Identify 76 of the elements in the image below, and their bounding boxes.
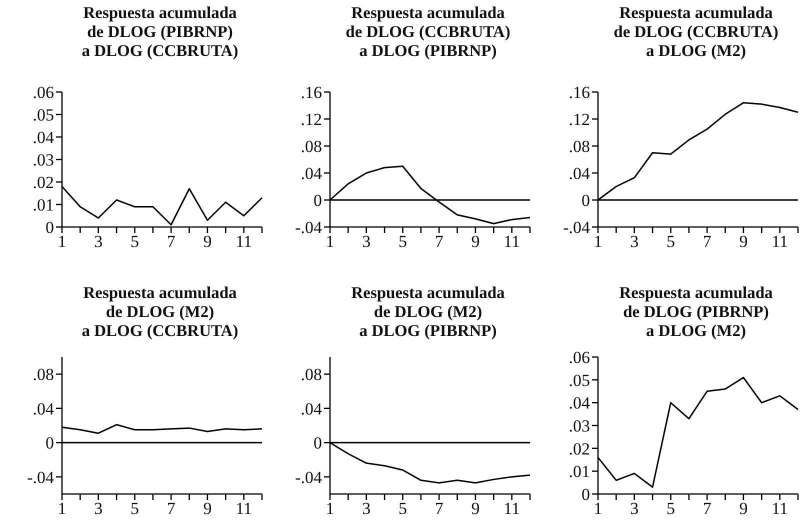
chart-title: Respuesta acumulada de DLOG (CCBRUTA) a DLOG (PIBRNP)	[346, 3, 510, 60]
y-tick-label: .05	[32, 105, 54, 124]
x-tick-label: 11	[504, 232, 520, 251]
y-tick-label: .01	[568, 462, 590, 482]
x-tick-label: 5	[130, 499, 139, 518]
y-tick-label: -.04	[27, 468, 54, 487]
y-tick-label: 0	[314, 434, 322, 453]
y-tick-label: .03	[32, 150, 54, 170]
y-tick-label: .04	[300, 164, 322, 183]
y-tick-label: .16	[300, 82, 322, 102]
x-tick-label: 7	[702, 232, 712, 251]
y-tick-label: .04	[568, 164, 590, 183]
y-tick-label: .02	[32, 172, 54, 192]
y-tick-label: .08	[568, 136, 590, 156]
x-tick-label: 9	[471, 499, 480, 518]
x-tick-label: 3	[362, 232, 371, 251]
y-tick-label: .06	[568, 348, 590, 367]
y-tick-label: -.04	[295, 468, 322, 487]
y-tick-label: .04	[300, 399, 322, 418]
y-tick-label: 0	[582, 484, 590, 504]
x-tick-label: 11	[236, 232, 252, 251]
y-tick-label: 0	[314, 190, 322, 210]
x-tick-label: 9	[471, 232, 480, 251]
x-tick-label: 1	[58, 499, 66, 518]
x-tick-label: 3	[362, 499, 371, 518]
x-tick-label: 5	[398, 499, 407, 518]
x-tick-label: 5	[666, 499, 675, 518]
x-tick-label: 1	[326, 499, 334, 518]
y-tick-label: 0	[46, 434, 54, 453]
y-tick-label: .06	[32, 82, 54, 102]
x-tick-label: 9	[203, 232, 212, 251]
x-tick-label: 11	[236, 499, 252, 518]
x-tick-label: 9	[203, 499, 212, 518]
x-tick-label: 11	[504, 499, 520, 518]
chart-title: Respuesta acumulada de DLOG (M2) a DLOG (CCBRUTA)	[82, 283, 238, 340]
y-tick-label: .04	[32, 399, 54, 418]
x-tick-label: 3	[94, 232, 103, 251]
chart-title: Respuesta acumulada de DLOG (CCBRUTA) a DLOG (M2)	[614, 3, 778, 60]
y-tick-label: .01	[32, 195, 54, 214]
x-tick-label: 1	[594, 499, 602, 518]
x-tick-label: 1	[594, 232, 602, 251]
x-tick-label: 11	[772, 232, 788, 251]
x-tick-label: 7	[166, 232, 176, 251]
y-tick-label: .16	[568, 82, 590, 102]
x-tick-label: 3	[94, 499, 103, 518]
x-tick-label: 1	[326, 232, 334, 251]
x-tick-label: 7	[434, 499, 444, 518]
y-tick-label: .12	[568, 110, 590, 129]
x-tick-label: 3	[630, 499, 639, 518]
x-tick-label: 7	[166, 499, 176, 518]
y-tick-label: .12	[300, 110, 322, 129]
x-tick-label: 9	[739, 499, 748, 518]
chart-title: Respuesta acumulada de DLOG (PIBRNP) a DLOG (CCBRUTA)	[82, 3, 238, 60]
x-tick-label: 5	[130, 232, 139, 251]
x-tick-label: 7	[702, 499, 712, 518]
y-tick-label: .08	[300, 136, 322, 156]
x-tick-label: 5	[666, 232, 675, 251]
x-tick-label: 1	[58, 232, 66, 251]
y-tick-label: 0	[582, 190, 590, 210]
y-tick-label: .04	[32, 128, 54, 147]
x-tick-label: 9	[739, 232, 748, 251]
y-tick-label: .02	[568, 439, 590, 458]
y-tick-label: .04	[568, 394, 590, 413]
y-tick-label: .03	[568, 416, 590, 436]
y-tick-label: .08	[32, 365, 54, 384]
y-tick-label: -.04	[295, 218, 322, 237]
chart-title: Respuesta acumulada de DLOG (PIBRNP) a DLOG (M2)	[619, 283, 773, 340]
x-tick-label: 5	[398, 232, 407, 251]
y-tick-label: .05	[568, 370, 590, 390]
y-tick-label: 0	[46, 218, 54, 237]
x-tick-label: 7	[434, 232, 444, 251]
x-tick-label: 3	[630, 232, 639, 251]
y-tick-label: .08	[300, 365, 322, 384]
x-tick-label: 11	[772, 499, 788, 518]
chart-title: Respuesta acumulada de DLOG (M2) a DLOG (PIBRNP)	[351, 283, 505, 340]
y-tick-label: -.04	[563, 218, 590, 237]
